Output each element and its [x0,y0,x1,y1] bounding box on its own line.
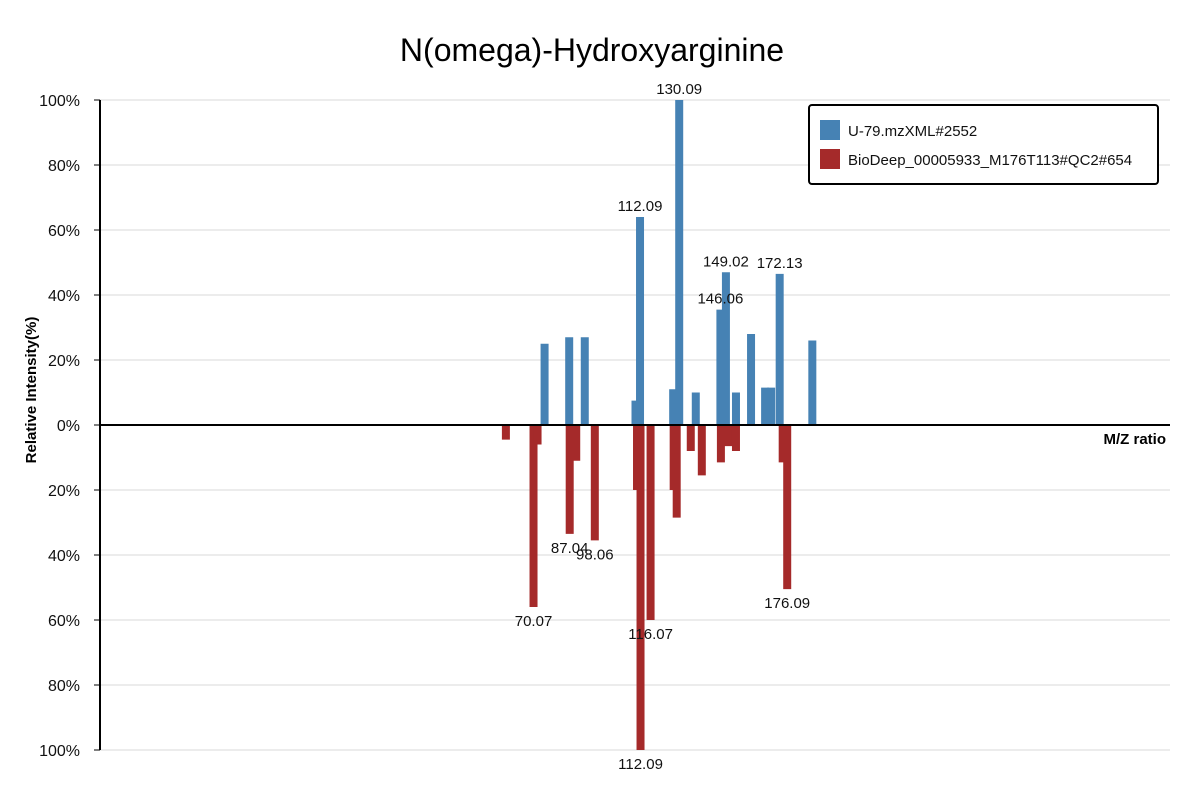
y-tick-label: 80% [48,678,80,695]
y-tick-label: 60% [48,223,80,240]
bar-series-1 [631,400,640,425]
peak-label: 176.09 [764,595,810,612]
bar-series-2 [501,425,510,440]
bar-series-1 [540,343,549,425]
bar-series-1 [636,217,645,425]
y-tick-label: 0% [57,418,80,435]
bar-series-2 [533,425,542,445]
peak-label: 116.07 [628,626,673,643]
bar-series-2 [783,425,792,590]
peak-label: 149.02 [703,253,749,270]
bar-series-2 [731,425,740,451]
bar-series-1 [721,272,730,425]
peak-label: 87.04 [551,540,589,557]
bar-series-1 [565,337,574,425]
peak-label: 172.13 [757,255,803,272]
chart-title: N(omega)-Hydroxyarginine [400,32,784,68]
peak-label: 130.09 [656,81,702,98]
bars [501,100,817,750]
legend-swatch-series-1 [820,120,840,140]
x-axis-label: M/Z ratio [1104,431,1167,448]
peak-label: 70.07 [515,613,553,630]
peak-label: 112.09 [618,756,663,773]
bar-series-1 [775,273,784,425]
y-tick-label: 100% [39,93,80,110]
y-tick-label: 20% [48,483,80,500]
peak-labels: 112.09 130.09 146.06 149.02 172.13 70.07 87.04… [515,81,810,773]
bar-series-2 [590,425,599,541]
legend-swatch-series-2 [820,149,840,169]
bar-series-1 [767,387,776,425]
bar-series-1 [761,387,770,425]
bar-series-1 [731,392,740,425]
peak-label: 112.09 [618,198,663,215]
bar-series-2 [724,425,733,447]
bar-series-2 [646,425,655,620]
axes [99,100,1170,750]
bar-series-2 [636,425,645,750]
y-axis-label: Relative Intensity(%) [23,317,40,464]
y-axis-ticks: 100% 80% 60% 40% 20% 0% 20% 40% 60% 80% 100% [39,93,100,760]
bar-series-2 [716,425,725,463]
bar-series-2 [778,425,787,463]
y-tick-label: 100% [39,743,80,760]
bar-series-2 [672,425,681,518]
y-tick-label: 20% [48,353,80,370]
bar-series-2 [572,425,581,461]
bar-series-1 [675,100,684,425]
peak-label: 98.06 [576,546,614,563]
bar-series-1 [747,334,756,425]
bar-series-1 [580,337,589,425]
bar-series-2 [697,425,706,476]
bar-series-2 [529,425,538,607]
y-tick-label: 40% [48,288,80,305]
y-tick-label: 40% [48,548,80,565]
legend-box [808,104,1159,185]
bar-series-1 [669,389,678,425]
bar-series-1 [691,392,700,425]
bar-series-2 [686,425,695,451]
legend: U-79.mzXML#2552 BioDeep_00005933_M176T11… [808,104,1159,185]
legend-label-series-1: U-79.mzXML#2552 [848,123,977,140]
y-tick-label: 80% [48,158,80,175]
y-tick-label: 60% [48,613,80,630]
peak-label: 146.06 [697,291,743,308]
bar-series-1 [716,309,725,425]
bar-series-2 [565,425,574,534]
bar-series-1 [808,340,817,425]
legend-label-series-2: BioDeep_00005933_M176T113#QC2#654 [848,152,1132,169]
